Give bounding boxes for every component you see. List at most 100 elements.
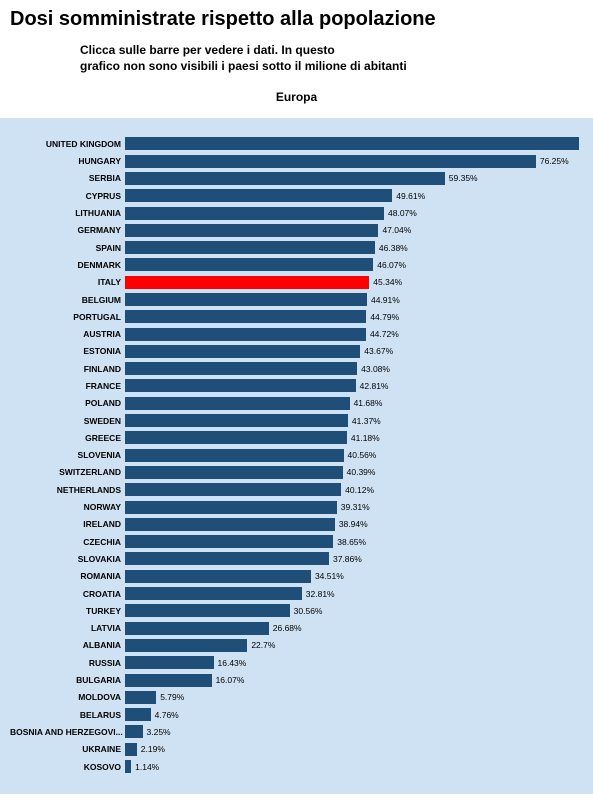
bar-fill[interactable]	[125, 328, 366, 341]
bar-fill[interactable]	[125, 708, 151, 721]
bar-row[interactable]: IRELAND38.94%	[10, 517, 583, 532]
bar-row[interactable]: LITHUANIA48.07%	[10, 205, 583, 220]
bar-row[interactable]: CZECHIA38.65%	[10, 534, 583, 549]
bar-row[interactable]: ESTONIA43.67%	[10, 344, 583, 359]
bar-row[interactable]: SLOVAKIA37.86%	[10, 551, 583, 566]
bar-fill[interactable]	[125, 362, 357, 375]
bar-fill[interactable]	[125, 207, 384, 220]
bar-row[interactable]: HUNGARY76.25%	[10, 153, 583, 168]
bar-row[interactable]: GERMANY47.04%	[10, 223, 583, 238]
bar-track: 22.7%	[125, 639, 583, 652]
bar-fill[interactable]	[125, 743, 137, 756]
bar-fill[interactable]	[125, 570, 311, 583]
bar-row[interactable]: NETHERLANDS40.12%	[10, 482, 583, 497]
bar-row[interactable]: BULGARIA16.07%	[10, 672, 583, 687]
bar-row[interactable]: DENMARK46.07%	[10, 257, 583, 272]
bar-fill[interactable]	[125, 397, 350, 410]
bar-fill[interactable]	[125, 276, 369, 289]
bar-row[interactable]: NORWAY39.31%	[10, 499, 583, 514]
bar-fill[interactable]	[125, 293, 367, 306]
bar-fill[interactable]	[125, 137, 579, 150]
bar-row[interactable]: FINLAND43.08%	[10, 361, 583, 376]
bar-label: BELGIUM	[10, 295, 125, 305]
bar-row[interactable]: ROMANIA34.51%	[10, 569, 583, 584]
bar-fill[interactable]	[125, 466, 343, 479]
bar-fill[interactable]	[125, 691, 156, 704]
bar-fill[interactable]	[125, 501, 337, 514]
bar-fill[interactable]	[125, 431, 347, 444]
bar-fill[interactable]	[125, 674, 212, 687]
bar-value: 76.25%	[540, 156, 569, 166]
bar-fill[interactable]	[125, 587, 302, 600]
bar-fill[interactable]	[125, 622, 269, 635]
bar-fill[interactable]	[125, 258, 373, 271]
bar-fill[interactable]	[125, 552, 329, 565]
bar-row[interactable]: RUSSIA16.43%	[10, 655, 583, 670]
bar-fill[interactable]	[125, 310, 366, 323]
bar-row[interactable]: SWEDEN41.37%	[10, 413, 583, 428]
bar-row[interactable]: SWITZERLAND40.39%	[10, 465, 583, 480]
bar-label: ALBANIA	[10, 640, 125, 650]
bar-row[interactable]: PORTUGAL44.79%	[10, 309, 583, 324]
bar-fill[interactable]	[125, 224, 378, 237]
bar-row[interactable]: POLAND41.68%	[10, 396, 583, 411]
bar-row[interactable]: FRANCE42.81%	[10, 378, 583, 393]
bar-track: 59.35%	[125, 172, 583, 185]
bar-row[interactable]: SPAIN46.38%	[10, 240, 583, 255]
bar-row[interactable]: CYPRUS49.61%	[10, 188, 583, 203]
bar-track: 16.07%	[125, 674, 583, 687]
bar-track: 41.68%	[125, 397, 583, 410]
subtitle-line1: Clicca sulle barre per vedere i dati. In…	[80, 43, 335, 57]
bar-track: 45.34%	[125, 276, 583, 289]
bar-label: BULGARIA	[10, 675, 125, 685]
bar-value: 32.81%	[306, 589, 335, 599]
bar-fill[interactable]	[125, 483, 341, 496]
bar-fill[interactable]	[125, 155, 536, 168]
bar-row[interactable]: BOSNIA AND HERZEGOVI...3.25%	[10, 724, 583, 739]
bar-track: 26.68%	[125, 622, 583, 635]
bar-label: RUSSIA	[10, 658, 125, 668]
bar-fill[interactable]	[125, 241, 375, 254]
bar-track: 40.12%	[125, 483, 583, 496]
bar-fill[interactable]	[125, 379, 356, 392]
bar-row[interactable]: SLOVENIA40.56%	[10, 448, 583, 463]
bar-row[interactable]: TURKEY30.56%	[10, 603, 583, 618]
bar-row[interactable]: BELGIUM44.91%	[10, 292, 583, 307]
bar-fill[interactable]	[125, 172, 445, 185]
bar-row[interactable]: UKRAINE2.19%	[10, 742, 583, 757]
bar-track	[125, 137, 583, 150]
bar-fill[interactable]	[125, 656, 214, 669]
bar-fill[interactable]	[125, 518, 335, 531]
bar-row[interactable]: BELARUS4.76%	[10, 707, 583, 722]
bar-track: 48.07%	[125, 207, 583, 220]
bar-fill[interactable]	[125, 604, 290, 617]
bar-value: 30.56%	[294, 606, 323, 616]
bar-row[interactable]: AUSTRIA44.72%	[10, 326, 583, 341]
bar-fill[interactable]	[125, 639, 247, 652]
bar-row[interactable]: ALBANIA22.7%	[10, 638, 583, 653]
bar-row[interactable]: MOLDOVA5.79%	[10, 690, 583, 705]
bar-row[interactable]: GREECE41.18%	[10, 430, 583, 445]
chart-subtitle: Clicca sulle barre per vedere i dati. In…	[10, 43, 583, 74]
bar-fill[interactable]	[125, 725, 143, 738]
bar-row[interactable]: KOSOVO1.14%	[10, 759, 583, 774]
bar-track: 46.07%	[125, 258, 583, 271]
bar-row[interactable]: UNITED KINGDOM	[10, 136, 583, 151]
bar-value: 49.61%	[396, 191, 425, 201]
bar-value: 47.04%	[382, 225, 411, 235]
bar-fill[interactable]	[125, 414, 348, 427]
bar-row[interactable]: SERBIA59.35%	[10, 171, 583, 186]
bar-track: 5.79%	[125, 691, 583, 704]
bar-fill[interactable]	[125, 189, 392, 202]
bar-label: LITHUANIA	[10, 208, 125, 218]
bar-row[interactable]: LATVIA26.68%	[10, 621, 583, 636]
bar-value: 40.56%	[348, 450, 377, 460]
bar-label: DENMARK	[10, 260, 125, 270]
bar-fill[interactable]	[125, 345, 360, 358]
bar-value: 43.08%	[361, 364, 390, 374]
bar-row[interactable]: CROATIA32.81%	[10, 586, 583, 601]
bar-row[interactable]: ITALY45.34%	[10, 275, 583, 290]
bar-fill[interactable]	[125, 760, 131, 773]
bar-fill[interactable]	[125, 449, 344, 462]
bar-fill[interactable]	[125, 535, 333, 548]
